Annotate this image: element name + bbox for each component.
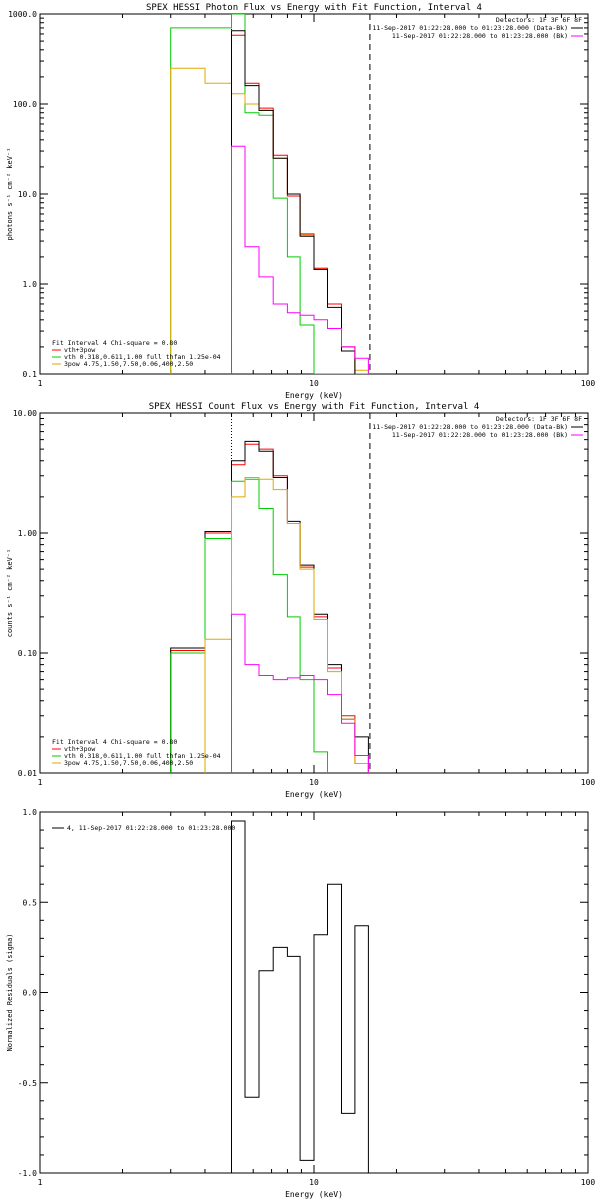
legend-entry: 4, 11-Sep-2017 01:22:28.000 to 01:23:28.…: [67, 824, 235, 832]
y-tick-label: 1.00: [18, 529, 37, 538]
y-tick-label: 0.10: [18, 649, 37, 658]
x-axis-label: Energy (keV): [285, 1190, 343, 1199]
series-line-4: [231, 145, 369, 374]
legend-header: Fit Interval 4 Chi-square = 0.80: [52, 738, 177, 746]
x-tick-label: 100: [581, 1178, 596, 1187]
legend-entry: 3pow 4.75,1.50,7.50,0.06,400,2.50: [64, 759, 193, 767]
y-tick-label: 1.0: [23, 280, 38, 289]
legend-entry: 11-Sep-2017 01:22:28.000 to 01:23:28.000…: [392, 32, 568, 40]
chart-title: SPEX HESSI Count Flux vs Energy with Fit…: [149, 402, 480, 412]
y-tick-label: 100.0: [13, 100, 37, 109]
chart-title: SPEX HESSI Photon Flux vs Energy with Fi…: [146, 3, 482, 13]
legend-entry: vth 0.318,0.611,1.00 full thfan 1.25e-04: [64, 353, 221, 361]
x-tick-label: 10: [309, 778, 319, 787]
y-tick-label: 0.0: [23, 989, 38, 998]
y-tick-label: -0.5: [18, 1079, 37, 1088]
legend-entry: 11-Sep-2017 01:22:28.000 to 01:23:28.000…: [372, 423, 568, 431]
y-tick-label: 1.0: [23, 808, 38, 817]
y-tick-label: 0.1: [23, 370, 38, 379]
x-tick-label: 1: [38, 778, 43, 787]
x-tick-label: 10: [309, 379, 319, 388]
x-tick-label: 1: [38, 1178, 43, 1187]
legend-entry: vth 0.318,0.611,1.00 full thfan 1.25e-04: [64, 752, 221, 760]
legend-header: Fit Interval 4 Chi-square = 0.80: [52, 339, 177, 347]
series-line-1: [170, 440, 369, 773]
series-line-0: [170, 14, 369, 374]
x-axis-label: Energy (keV): [285, 391, 343, 400]
y-axis-label: counts s⁻¹ cm⁻² keV⁻¹: [6, 549, 14, 638]
series-line-0: [231, 820, 369, 1173]
legend-entry: Detectors: 1F 3F 6F 8F: [496, 16, 582, 24]
y-axis-label: Normalized Residuals (sigma): [6, 933, 14, 1051]
series-line-2: [231, 34, 356, 374]
series-line-3: [204, 477, 369, 773]
y-tick-label: 10.00: [13, 409, 37, 418]
x-tick-label: 10: [309, 1178, 319, 1187]
legend-entry: 11-Sep-2017 01:22:28.000 to 01:23:28.000…: [392, 431, 568, 439]
y-tick-label: 0.5: [23, 898, 38, 907]
legend-entry: vth+3pow: [64, 346, 95, 354]
y-tick-label: 1000.0: [8, 10, 37, 19]
series-line-4: [231, 613, 369, 773]
y-tick-label: 0.01: [18, 769, 37, 778]
y-axis-label: photons s⁻¹ cm⁻² keV⁻¹: [6, 148, 14, 241]
y-tick-label: -1.0: [18, 1169, 37, 1178]
x-tick-label: 100: [581, 379, 596, 388]
legend-entry: vth+3pow: [64, 745, 95, 753]
series-line-3: [231, 30, 356, 374]
x-tick-label: 1: [38, 379, 43, 388]
legend-entry: 11-Sep-2017 01:22:28.000 to 01:23:28.000…: [372, 24, 568, 32]
legend-entry: 3pow 4.75,1.50,7.50,0.06,400,2.50: [64, 360, 193, 368]
x-axis-label: Energy (keV): [285, 790, 343, 799]
x-tick-label: 100: [581, 778, 596, 787]
y-tick-label: 10.0: [18, 190, 37, 199]
legend-entry: Detectors: 1F 3F 6F 8F: [496, 415, 582, 423]
series-line-0: [170, 443, 369, 773]
series-line-2: [170, 478, 356, 773]
